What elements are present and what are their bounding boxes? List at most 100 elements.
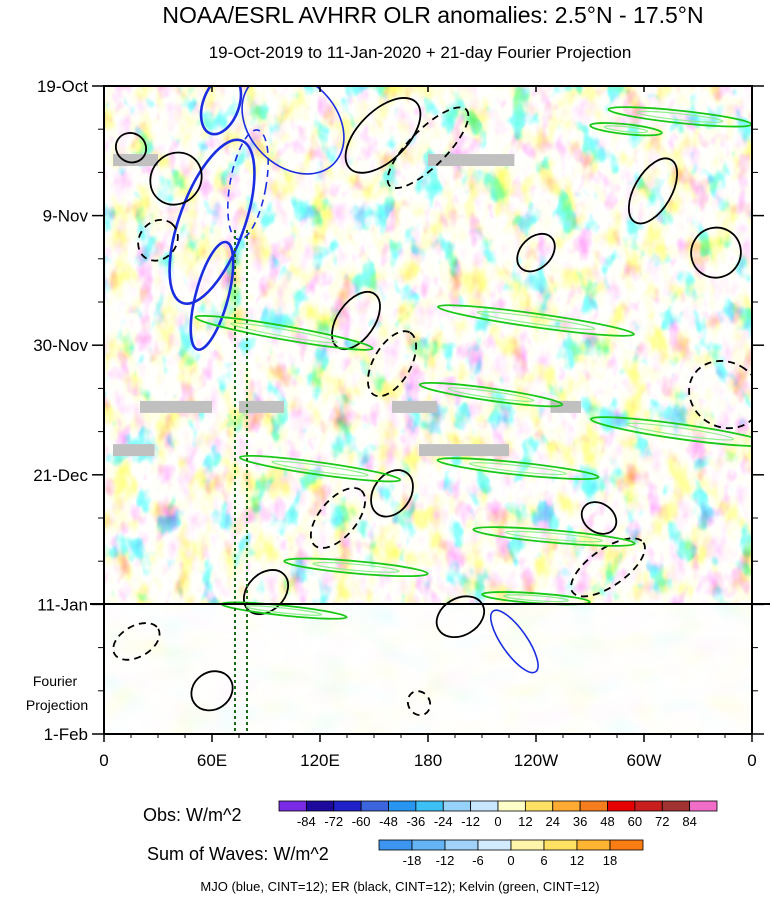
kelvin-contour-inner bbox=[503, 594, 569, 603]
kelvin-contour bbox=[472, 526, 636, 547]
missing-data-band bbox=[140, 400, 212, 413]
waves-colorbar-level-label: -6 bbox=[472, 853, 484, 868]
missing-data-band bbox=[113, 154, 158, 167]
er-contour bbox=[309, 487, 367, 549]
obs-colorbar-level-label: 72 bbox=[655, 814, 669, 829]
axes: 0 60E 120E 180 120W 60W 0 19-Oct 9-Nov 30-Nov 21-D… bbox=[33, 77, 764, 770]
mjo-contour bbox=[189, 240, 235, 351]
waves-colorbar-level-label: -18 bbox=[403, 853, 422, 868]
waves-colorbar-swatch bbox=[609, 839, 644, 851]
kelvin-contour-inner bbox=[312, 561, 400, 573]
obs-colorbar-level-label: 24 bbox=[546, 814, 560, 829]
kelvin-contour bbox=[238, 454, 402, 483]
missing-data-band bbox=[428, 154, 515, 167]
obs-colorbar-swatch bbox=[388, 800, 417, 812]
missing-data-band bbox=[392, 400, 437, 413]
obs-colorbar-swatch bbox=[689, 800, 718, 812]
kelvin-contour bbox=[589, 122, 663, 137]
kelvin-contour-inner bbox=[271, 460, 369, 477]
kelvin-contour-inner bbox=[245, 605, 323, 616]
obs-colorbar-swatch bbox=[305, 800, 335, 812]
x-tick-label: 120W bbox=[514, 751, 558, 770]
obs-colorbar-swatch bbox=[415, 800, 444, 812]
missing-data-band bbox=[550, 400, 581, 413]
footer-legend: MJO (blue, CINT=12); ER (black, CINT=12)… bbox=[200, 879, 599, 894]
x-tick-label: 60W bbox=[627, 751, 662, 770]
y-tick-label: 1-Feb bbox=[44, 725, 88, 744]
kelvin-contour-inner bbox=[476, 310, 596, 331]
obs-colorbar-swatch bbox=[552, 800, 581, 812]
er-contour bbox=[690, 226, 742, 279]
obs-colorbar-level-label: 12 bbox=[518, 814, 532, 829]
obs-colorbar-swatch bbox=[442, 800, 472, 812]
kelvin-contour-inner bbox=[469, 462, 567, 476]
er-contour bbox=[386, 106, 470, 189]
x-tick-label: 0 bbox=[747, 751, 756, 770]
waves-colorbar-swatch bbox=[543, 839, 578, 851]
kelvin-contour-inner bbox=[504, 530, 604, 543]
obs-colorbar-swatch bbox=[634, 800, 663, 812]
mjo-contour bbox=[199, 86, 243, 136]
y-tick-label: 11-Jan bbox=[37, 595, 88, 614]
er-contour bbox=[149, 151, 203, 206]
kelvin-contours bbox=[194, 106, 752, 620]
er-contours bbox=[112, 97, 752, 717]
missing-data-band bbox=[419, 444, 509, 457]
kelvin-contour-inner bbox=[603, 125, 649, 134]
kelvin-contour bbox=[418, 381, 564, 408]
projection-field bbox=[104, 604, 752, 734]
obs-colorbar-level-label: -48 bbox=[379, 814, 398, 829]
obs-colorbar-level-label: 48 bbox=[600, 814, 614, 829]
obs-colorbar-level-label: -24 bbox=[434, 814, 453, 829]
y-tick-label: 30-Nov bbox=[33, 336, 88, 355]
waves-colorbar: -18 -12 -6 0 6 12 18 bbox=[378, 839, 644, 868]
er-contour bbox=[516, 232, 556, 273]
waves-colorbar-swatch bbox=[411, 839, 446, 851]
x-tick-label: 0 bbox=[99, 751, 108, 770]
mjo-contour bbox=[241, 86, 345, 175]
waves-colorbar-swatch bbox=[444, 839, 479, 851]
obs-colorbar-level-label: -72 bbox=[324, 814, 343, 829]
missing-data-band bbox=[239, 400, 284, 413]
kelvin-contour bbox=[589, 416, 752, 448]
obs-colorbar-label: Obs: W/m^2 bbox=[143, 805, 241, 825]
waves-colorbar-level-label: -12 bbox=[436, 853, 455, 868]
waves-colorbar-swatch bbox=[477, 839, 512, 851]
obs-colorbar-swatch bbox=[497, 800, 526, 812]
er-contour bbox=[580, 501, 618, 535]
er-contour bbox=[406, 690, 432, 717]
y-tick-label: 9-Nov bbox=[43, 207, 89, 226]
kelvin-contour-inner bbox=[230, 322, 338, 344]
y-tick-label: 19-Oct bbox=[37, 77, 88, 96]
obs-colorbar-level-label: -36 bbox=[406, 814, 425, 829]
waves-colorbar-level-label: 0 bbox=[507, 853, 514, 868]
waves-colorbar-swatch bbox=[378, 839, 413, 851]
obs-colorbar-swatch bbox=[360, 800, 389, 812]
kelvin-contour bbox=[437, 304, 635, 337]
x-tick-label: 180 bbox=[414, 751, 442, 770]
obs-colorbar-level-label: 60 bbox=[628, 814, 642, 829]
kelvin-contour bbox=[283, 557, 429, 578]
er-contour bbox=[627, 157, 679, 225]
obs-colorbar-swatch bbox=[661, 800, 691, 812]
er-contour bbox=[190, 670, 234, 712]
kelvin-contour bbox=[194, 314, 374, 351]
er-contour bbox=[570, 537, 646, 598]
x-tick-label: 120E bbox=[300, 751, 340, 770]
obs-colorbar-swatch bbox=[333, 800, 362, 812]
mjo-contour bbox=[489, 609, 539, 674]
chart-title: NOAA/ESRL AVHRR OLR anomalies: 2.5°N - 1… bbox=[162, 2, 703, 28]
mjo-contour bbox=[227, 129, 269, 241]
er-contour bbox=[688, 360, 752, 430]
obs-colorbar-level-label: -12 bbox=[461, 814, 480, 829]
waves-colorbar-level-label: 12 bbox=[570, 853, 584, 868]
obs-colorbar-level-label: -84 bbox=[297, 814, 316, 829]
mjo-contour bbox=[168, 138, 256, 306]
er-contour bbox=[137, 219, 179, 262]
kelvin-contour-inner bbox=[636, 110, 724, 123]
chart-subtitle: 19-Oct-2019 to 11-Jan-2020 + 21-day Four… bbox=[209, 43, 632, 62]
obs-colorbar-swatch bbox=[524, 800, 554, 812]
kelvin-contour-inner bbox=[447, 387, 535, 402]
er-contour bbox=[366, 330, 418, 398]
